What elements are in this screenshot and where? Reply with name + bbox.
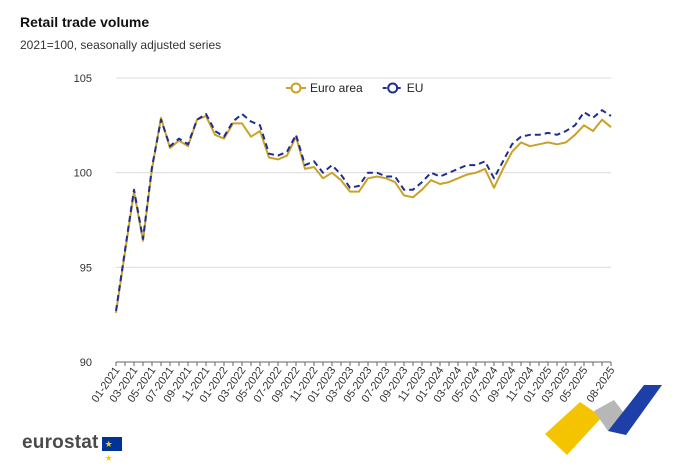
legend-item-euro-area[interactable]: Euro area	[286, 81, 363, 95]
legend-label: Euro area	[310, 81, 363, 95]
legend-label: EU	[407, 81, 424, 95]
legend-marker	[290, 82, 302, 94]
series-line-eu	[115, 109, 612, 312]
y-tick-label: 100	[74, 168, 92, 180]
y-tick-label: 95	[80, 262, 92, 274]
eurostat-logo: eurostat ★ ★	[22, 432, 122, 463]
y-tick-label: 105	[74, 73, 92, 85]
gridlines	[116, 77, 611, 268]
axes: 909510010501-202103-202105-202107-202109…	[74, 73, 618, 405]
y-tick-label: 90	[80, 357, 92, 369]
chart-subtitle: 2021=100, seasonally adjusted series	[20, 38, 222, 52]
legend-marker	[387, 82, 399, 94]
series-lines	[115, 109, 612, 313]
eu-flag-icon: ★ ★	[101, 437, 122, 463]
chart-title: Retail trade volume	[20, 14, 150, 30]
logo-text: eurostat	[22, 432, 99, 453]
legend[interactable]: Euro area EU	[286, 81, 423, 95]
legend-item-eu[interactable]: EU	[382, 81, 424, 95]
